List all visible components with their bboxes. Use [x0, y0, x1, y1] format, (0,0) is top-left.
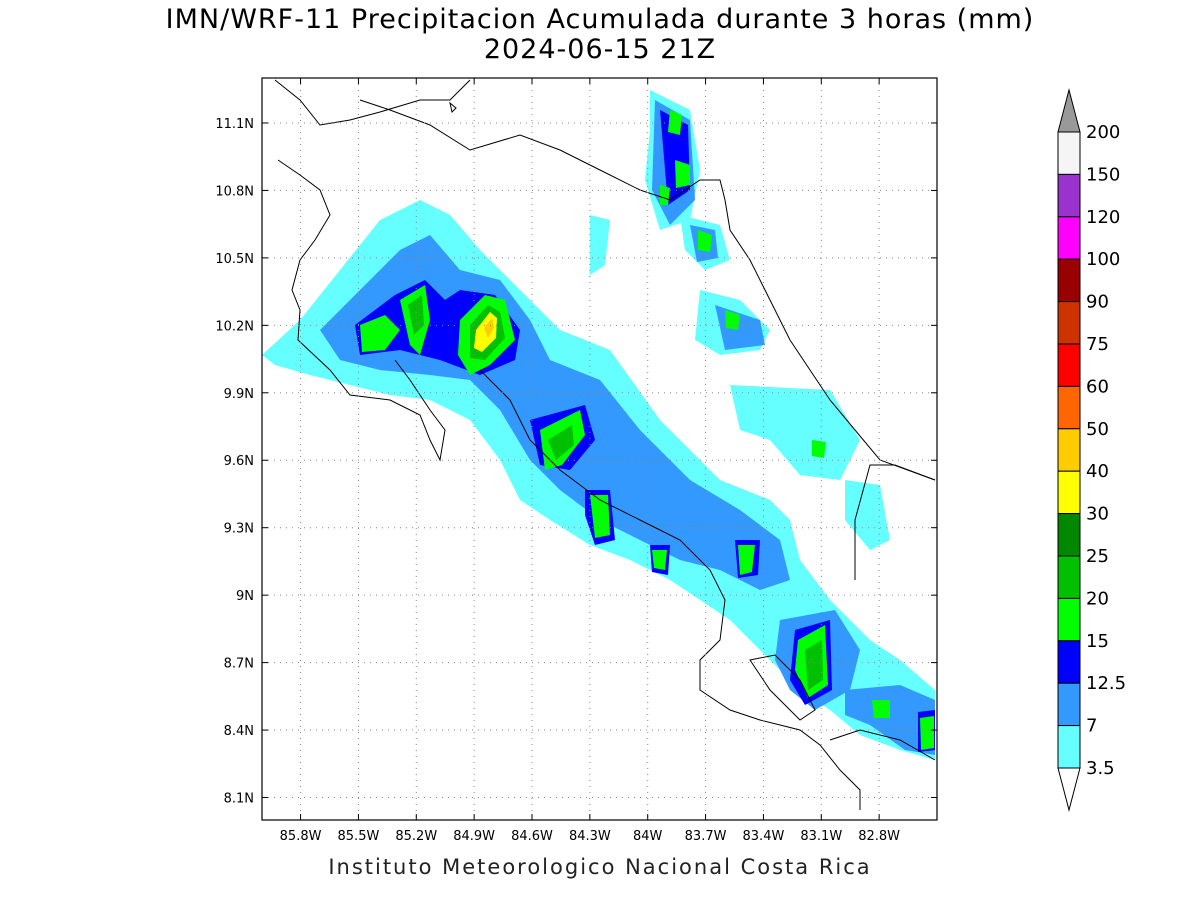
panama-border — [854, 464, 936, 580]
colorbar-swatch — [1057, 725, 1081, 769]
colorbar-level-label: 3.5 — [1086, 758, 1115, 779]
precip-area-20mm — [548, 425, 574, 460]
precip-area-3.5mm — [845, 480, 890, 550]
colorbar-swatch — [1057, 555, 1081, 599]
lat-tick-label: 10.2N — [215, 319, 254, 334]
colorbar-swatch — [1057, 301, 1081, 345]
colorbar-swatch — [1057, 682, 1081, 727]
colorbar-level-label: 200 — [1086, 122, 1120, 143]
coastlines — [274, 79, 936, 810]
lon-tick-label: 83.4W — [743, 829, 785, 844]
precip-area-40mm — [484, 318, 494, 338]
precip-area-15mm — [360, 315, 400, 352]
colorbar-swatch — [1057, 173, 1081, 218]
colorbar-swatch — [1057, 640, 1081, 684]
colorbar-level-label: 40 — [1086, 461, 1109, 482]
lon-tick-label: 83.1W — [800, 829, 842, 844]
osa-peninsula — [749, 654, 816, 721]
burica-coast — [829, 729, 936, 761]
lon-tick-label: 85.5W — [338, 829, 380, 844]
colorbar-level-label: 7 — [1086, 716, 1097, 737]
nicaragua-border — [274, 79, 471, 126]
colorbar-level-label: 150 — [1086, 164, 1120, 185]
lat-tick-label: 9.3N — [224, 522, 254, 537]
precip-area-15mm — [675, 160, 690, 188]
precip-area-15mm — [652, 550, 667, 570]
precip-area-15mm — [698, 230, 712, 252]
colorbar-swatch — [1057, 470, 1081, 515]
colorbar-swatch — [1057, 216, 1081, 260]
colorbar-swatch — [1057, 428, 1081, 472]
lake-island — [449, 101, 457, 113]
caribbean-coastline — [724, 199, 936, 481]
colorbar-level-label: 100 — [1086, 249, 1120, 270]
colorbar-swatch — [1057, 597, 1081, 642]
precip-area-15mm — [872, 700, 890, 718]
colorbar-under-triangle — [1057, 767, 1081, 812]
pacific-coastline-south — [479, 369, 861, 810]
lat-tick-label: 9N — [236, 589, 254, 604]
precip-area-15mm — [668, 110, 682, 135]
footer-credit: Instituto Meteorologico Nacional Costa R… — [328, 855, 872, 879]
colorbar-level-label: 15 — [1086, 631, 1109, 652]
lon-tick-label: 85.2W — [395, 829, 437, 844]
colorbar-swatch — [1057, 258, 1081, 303]
precip-area-15mm — [812, 440, 826, 458]
colorbar-level-label: 120 — [1086, 207, 1120, 228]
map-title: IMN/WRF-11 Precipitacion Acumulada duran… — [165, 4, 1035, 35]
lon-tick-label: 85.8W — [280, 829, 322, 844]
precipitation-field — [262, 90, 935, 760]
lat-tick-label: 9.9N — [224, 387, 254, 402]
colorbar-swatch — [1057, 385, 1081, 430]
precip-area-7mm — [320, 235, 790, 590]
pacific-coastline-north — [277, 159, 446, 462]
precip-area-3.5mm — [590, 215, 610, 275]
colorbar-level-label: 60 — [1086, 376, 1109, 397]
colorbar-level-label: 75 — [1086, 334, 1109, 355]
colorbar-swatch — [1057, 343, 1081, 387]
lake-nicaragua-shore — [359, 99, 726, 201]
lat-tick-label: 10.8N — [215, 184, 254, 199]
lon-tick-label: 82.8W — [858, 829, 900, 844]
colorbar-level-label: 90 — [1086, 292, 1109, 313]
precip-area-3.5mm — [730, 385, 860, 480]
colorbar-swatch — [1057, 513, 1081, 557]
colorbar-level-label: 25 — [1086, 546, 1109, 567]
lat-tick-label: 11.1N — [215, 117, 254, 132]
lon-tick-label: 84.9W — [453, 829, 495, 844]
colorbar-level-label: 50 — [1086, 419, 1109, 440]
precip-area-15mm — [738, 545, 755, 575]
lat-tick-label: 8.1N — [224, 792, 254, 807]
precip-area-15mm — [660, 185, 670, 205]
colorbar-level-label: 12.5 — [1086, 673, 1126, 694]
colorbar-legend: 200 150 120 100 90 75 60 50 40 30 25 20 15 12.5 7 3.5 — [1057, 88, 1126, 812]
lat-tick-label: 8.7N — [224, 657, 254, 672]
map-subtitle-date: 2024-06-15 21Z — [483, 34, 717, 65]
lat-tick-label: 10.5N — [215, 252, 254, 267]
graticule — [262, 78, 937, 820]
precip-area-20mm — [805, 640, 823, 690]
lon-tick-label: 83.7W — [685, 829, 727, 844]
colorbar-level-label: 20 — [1086, 588, 1109, 609]
colorbar-level-label: 30 — [1086, 504, 1109, 525]
lon-tick-label: 84W — [633, 829, 663, 844]
precip-area-15mm — [920, 716, 934, 750]
map-frame — [261, 77, 938, 821]
lat-tick-label: 8.4N — [224, 724, 254, 739]
colorbar-over-triangle — [1057, 88, 1081, 133]
lat-tick-label: 9.6N — [224, 454, 254, 469]
precip-area-7mm — [845, 685, 935, 755]
lon-tick-label: 84.6W — [511, 829, 553, 844]
lon-tick-label: 84.3W — [569, 829, 611, 844]
colorbar-swatch — [1057, 131, 1081, 175]
axis-ticks: 85.8W 85.5W 85.2W 84.9W 84.6W 84.3W 84W 83.7W 83… — [215, 78, 937, 844]
